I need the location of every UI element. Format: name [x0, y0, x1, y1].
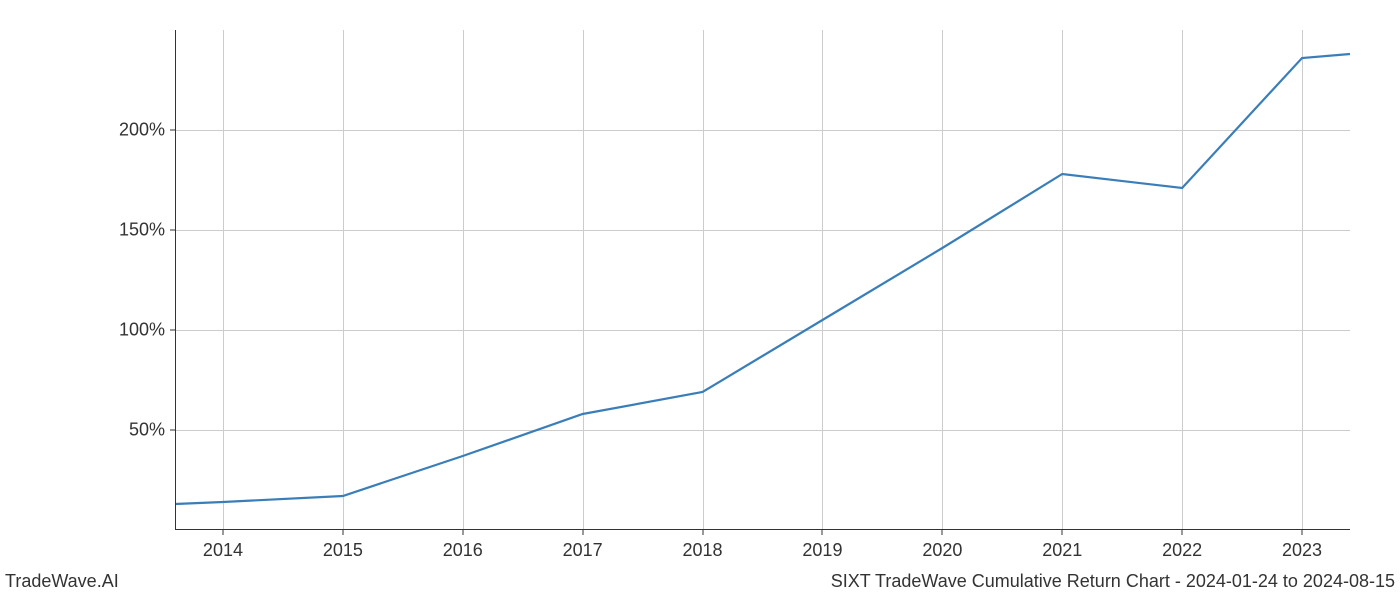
x-tick-label: 2015	[323, 540, 363, 561]
x-tick-mark	[462, 530, 463, 535]
x-tick-label: 2020	[922, 540, 962, 561]
x-tick-mark	[822, 530, 823, 535]
y-axis-spine	[175, 30, 176, 530]
x-tick-mark	[1182, 530, 1183, 535]
x-tick-mark	[582, 530, 583, 535]
y-tick-mark	[170, 430, 175, 431]
y-tick-mark	[170, 130, 175, 131]
x-tick-mark	[942, 530, 943, 535]
data-line	[175, 54, 1350, 504]
x-tick-label: 2016	[443, 540, 483, 561]
x-tick-mark	[1062, 530, 1063, 535]
y-tick-label: 150%	[105, 220, 165, 241]
x-tick-label: 2017	[563, 540, 603, 561]
chart-plot-area	[175, 30, 1350, 530]
plot-area	[175, 30, 1350, 530]
line-chart-svg	[175, 30, 1350, 530]
x-tick-label: 2018	[683, 540, 723, 561]
y-tick-mark	[170, 230, 175, 231]
x-tick-mark	[222, 530, 223, 535]
x-tick-label: 2021	[1042, 540, 1082, 561]
x-axis-spine	[175, 529, 1350, 530]
x-tick-mark	[702, 530, 703, 535]
y-tick-label: 50%	[105, 420, 165, 441]
x-tick-mark	[342, 530, 343, 535]
footer-left-text: TradeWave.AI	[5, 571, 119, 592]
x-tick-mark	[1302, 530, 1303, 535]
x-tick-label: 2023	[1282, 540, 1322, 561]
y-tick-mark	[170, 330, 175, 331]
footer-right-text: SIXT TradeWave Cumulative Return Chart -…	[831, 571, 1395, 592]
x-tick-label: 2014	[203, 540, 243, 561]
x-tick-label: 2022	[1162, 540, 1202, 561]
y-tick-label: 100%	[105, 320, 165, 341]
x-tick-label: 2019	[802, 540, 842, 561]
y-tick-label: 200%	[105, 120, 165, 141]
